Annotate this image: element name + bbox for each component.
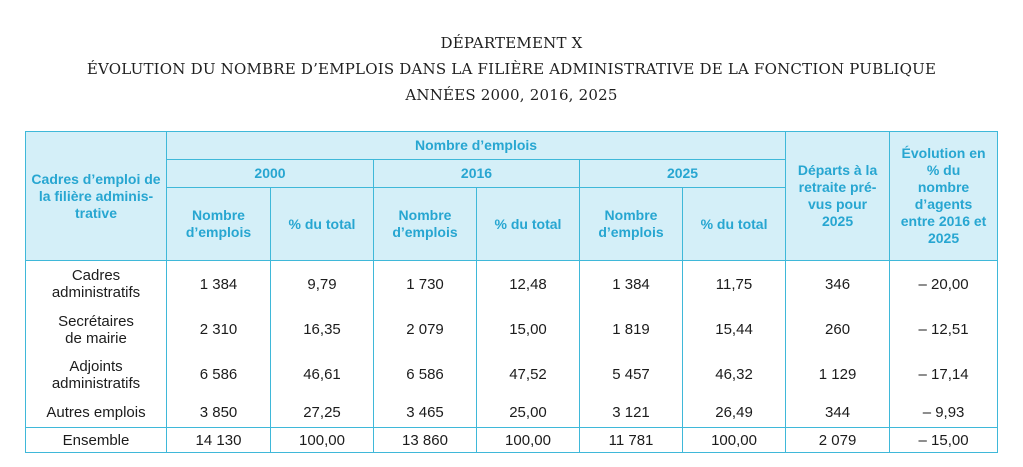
cell-pct-2025: 46,32 xyxy=(681,351,787,398)
cell-count-2016: 2 079 xyxy=(373,307,477,352)
cell-count-2025: 3 121 xyxy=(579,397,683,428)
header-pct-2025: % du total xyxy=(681,187,787,261)
header-year-2000: 2000 xyxy=(166,159,374,188)
header-nombre-emplois: Nombre d’emplois xyxy=(165,131,787,160)
cell-count-2016: 6 586 xyxy=(373,351,477,398)
title-years: ANNÉES 2000, 2016, 2025 xyxy=(405,86,618,104)
title-main: ÉVOLUTION DU NOMBRE D’EMPLOIS DANS LA FI… xyxy=(86,60,937,78)
header-evolution: Évolution en % du nombre d’agents entre … xyxy=(889,131,999,261)
row-label: Autres emplois xyxy=(25,397,167,428)
header-count-2016: Nombre d’emplois xyxy=(373,187,477,261)
cell-departs: 2 079 xyxy=(785,427,891,453)
cell-count-2025: 1 819 xyxy=(579,307,683,352)
header-year-2016: 2016 xyxy=(373,159,580,188)
cell-evolution: – 20,00 xyxy=(889,260,999,308)
row-label: Cadres administratifs xyxy=(25,260,167,308)
header-count-2000: Nombre d’emplois xyxy=(166,187,271,261)
header-cadres-emploi: Cadres d’emploi de la filière adminis-tr… xyxy=(25,131,167,261)
cell-pct-2000: 100,00 xyxy=(270,427,374,453)
document-title-block: DÉPARTEMENT X ÉVOLUTION DU NOMBRE D’EMPL… xyxy=(0,30,1023,108)
cell-pct-2025: 15,44 xyxy=(681,307,787,352)
header-year-2025: 2025 xyxy=(578,159,787,188)
cell-pct-2016: 12,48 xyxy=(476,260,580,308)
cell-evolution: – 9,93 xyxy=(889,397,999,428)
row-label: Ensemble xyxy=(25,427,167,453)
header-pct-2016: % du total xyxy=(476,187,580,261)
cell-departs: 344 xyxy=(785,397,891,428)
cell-pct-2016: 47,52 xyxy=(476,351,580,398)
cell-count-2016: 1 730 xyxy=(373,260,477,308)
cell-pct-2016: 25,00 xyxy=(476,397,580,428)
header-pct-2000: % du total xyxy=(270,187,374,261)
table-row: Autres emplois 3 850 27,25 3 465 25,00 3… xyxy=(25,397,999,428)
cell-evolution: – 15,00 xyxy=(889,427,999,453)
header-count-2025: Nombre d’emplois xyxy=(579,187,683,261)
cell-pct-2000: 16,35 xyxy=(270,307,374,352)
cell-departs: 346 xyxy=(785,260,891,308)
cell-count-2016: 13 860 xyxy=(373,427,477,453)
table-row: Adjoints administratifs 6 586 46,61 6 58… xyxy=(25,351,999,398)
row-label: Adjoints administratifs xyxy=(25,351,167,398)
cell-departs: 1 129 xyxy=(785,351,891,398)
cell-pct-2025: 11,75 xyxy=(681,260,787,308)
cell-pct-2000: 46,61 xyxy=(270,351,374,398)
table-row-total: Ensemble 14 130 100,00 13 860 100,00 11 … xyxy=(25,427,999,453)
employment-table: Cadres d’emploi de la filière adminis-tr… xyxy=(25,131,999,453)
cell-pct-2016: 100,00 xyxy=(476,427,580,453)
table-row: Secrétaires de mairie 2 310 16,35 2 079 … xyxy=(25,307,999,352)
table-row: Cadres administratifs 1 384 9,79 1 730 1… xyxy=(25,260,999,308)
title-department: DÉPARTEMENT X xyxy=(440,34,583,52)
cell-count-2000: 3 850 xyxy=(166,397,271,428)
header-departs-retraite: Départs à la retraite pré-vus pour 2025 xyxy=(785,131,891,261)
cell-pct-2025: 26,49 xyxy=(681,397,787,428)
cell-count-2000: 2 310 xyxy=(166,307,271,352)
row-label: Secrétaires de mairie xyxy=(25,307,167,352)
cell-evolution: – 17,14 xyxy=(889,351,999,398)
cell-count-2000: 1 384 xyxy=(166,260,271,308)
cell-pct-2025: 100,00 xyxy=(681,427,787,453)
cell-count-2025: 1 384 xyxy=(579,260,683,308)
cell-evolution: – 12,51 xyxy=(889,307,999,352)
cell-count-2000: 6 586 xyxy=(166,351,271,398)
cell-pct-2016: 15,00 xyxy=(476,307,580,352)
cell-count-2025: 11 781 xyxy=(579,427,683,453)
cell-pct-2000: 9,79 xyxy=(270,260,374,308)
cell-departs: 260 xyxy=(785,307,891,352)
cell-pct-2000: 27,25 xyxy=(270,397,374,428)
cell-count-2025: 5 457 xyxy=(579,351,683,398)
cell-count-2000: 14 130 xyxy=(166,427,271,453)
cell-count-2016: 3 465 xyxy=(373,397,477,428)
